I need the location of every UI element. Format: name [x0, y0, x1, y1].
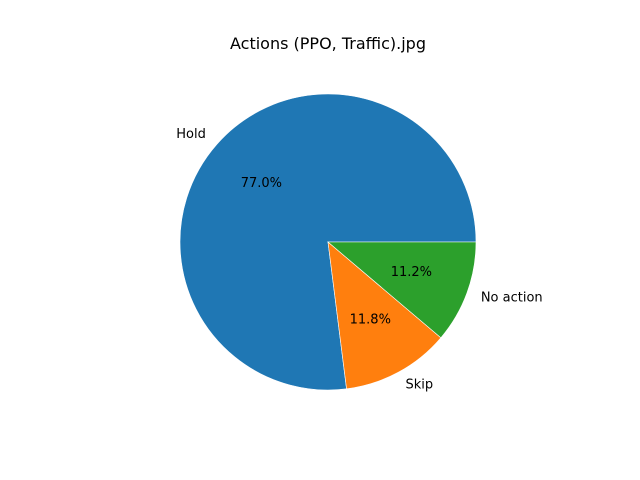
- slice-pct-no-action: 11.2%: [391, 265, 432, 280]
- pie-slice-skip: [327, 241, 442, 390]
- slice-pct-hold: 77.0%: [241, 176, 282, 191]
- pie-labels: Hold 77.0% Skip 11.8% No action 11.2%: [176, 127, 542, 393]
- chart-title: Actions (PPO, Traffic).jpg: [230, 34, 426, 53]
- slice-pct-skip: 11.8%: [350, 313, 391, 328]
- pie-slices: [179, 93, 477, 391]
- slice-label-hold: Hold: [176, 127, 206, 142]
- pie-slice-no-action: [327, 241, 477, 339]
- slice-label-skip: Skip: [406, 378, 434, 393]
- slice-label-no-action: No action: [481, 291, 543, 306]
